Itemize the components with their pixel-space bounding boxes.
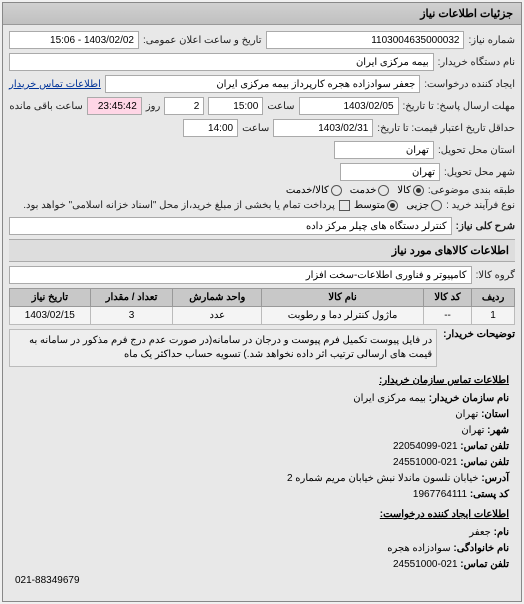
contact-city-label: شهر: bbox=[487, 425, 509, 436]
cell-date: 1403/02/15 bbox=[10, 307, 91, 325]
contact-block: اطلاعات تماس سازمان خریدار: نام سازمان خ… bbox=[9, 367, 515, 595]
contact-addr-label: آدرس: bbox=[481, 473, 509, 484]
group-field: کامپیوتر و فناوری اطلاعات-سخت افزار bbox=[9, 266, 472, 284]
contact-tel3: 021-88349679 bbox=[15, 573, 509, 589]
req-no-field: 1103004635000032 bbox=[266, 31, 465, 49]
contact-hdr2: اطلاعات ایجاد کننده درخواست: bbox=[15, 507, 509, 523]
contact-city: تهران bbox=[461, 425, 484, 436]
contact-province-label: استان: bbox=[481, 409, 509, 420]
validity-time: 14:00 bbox=[183, 119, 238, 137]
subject-cat-label: طبقه بندی موضوعی: bbox=[428, 185, 515, 196]
contact-fax: 021-24551000 bbox=[393, 457, 458, 468]
subject-label: شرح کلی نیاز: bbox=[456, 221, 515, 232]
countdown-time: 23:45:42 bbox=[87, 97, 142, 115]
announce-label: تاریخ و ساعت اعلان عمومی: bbox=[143, 35, 262, 46]
province-field: تهران bbox=[334, 141, 434, 159]
contact-lname: سوادزاده هجره bbox=[387, 543, 450, 554]
time-label-1: ساعت bbox=[267, 101, 294, 112]
city-field: تهران bbox=[340, 163, 440, 181]
contact-lname-label: نام خانوادگی: bbox=[453, 543, 509, 554]
treasury-note: پرداخت تمام یا بخشی از مبلغ خرید،از محل … bbox=[23, 200, 335, 211]
contact-name-label: نام: bbox=[494, 527, 509, 538]
col-name: نام کالا bbox=[262, 289, 424, 307]
radio-both[interactable]: کالا/خدمت bbox=[286, 185, 342, 196]
items-table: ردیف کد کالا نام کالا واحد شمارش تعداد /… bbox=[9, 288, 515, 325]
details-panel: جزئیات اطلاعات نیاز شماره نیاز: 11030046… bbox=[2, 2, 522, 602]
col-idx: ردیف bbox=[472, 289, 515, 307]
desc-label: توضیحات خریدار: bbox=[443, 329, 515, 340]
desc-text: در فایل پیوست تکمیل فرم پیوست و درجان در… bbox=[9, 329, 437, 367]
col-code: کد کالا bbox=[423, 289, 471, 307]
panel-title: جزئیات اطلاعات نیاز bbox=[3, 3, 521, 25]
contact-tel: 021-22054099 bbox=[393, 441, 458, 452]
deadline-send-label: مهلت ارسال پاسخ: تا تاریخ: bbox=[403, 101, 515, 112]
creator-label: ایجاد کننده درخواست: bbox=[424, 79, 515, 90]
deadline-send-date: 1403/02/05 bbox=[299, 97, 399, 115]
items-section-title: اطلاعات کالاهای مورد نیاز bbox=[9, 239, 515, 262]
radio-medium[interactable]: متوسط bbox=[354, 200, 398, 211]
announce-field: 1403/02/02 - 15:06 bbox=[9, 31, 139, 49]
creator-field: جعفر سوادزاده هجره کارپرداز بیمه مرکزی ا… bbox=[105, 75, 420, 93]
subject-cat-radios: کالا خدمت کالا/خدمت bbox=[286, 185, 424, 196]
time-label-2: ساعت bbox=[242, 123, 269, 134]
contact-name: جعفر bbox=[469, 527, 491, 538]
contact-post-label: کد پستی: bbox=[470, 489, 509, 500]
req-no-label: شماره نیاز: bbox=[468, 35, 515, 46]
treasury-checkbox[interactable] bbox=[339, 200, 350, 211]
cell-name: ماژول کنترلر دما و رطوبت bbox=[262, 307, 424, 325]
radio-service[interactable]: خدمت bbox=[350, 185, 390, 196]
validity-label: حداقل تاریخ اعتبار قیمت: تا تاریخ: bbox=[377, 123, 515, 134]
contact-org-label: نام سازمان خریدار: bbox=[429, 393, 509, 404]
radio-small[interactable]: جزیی bbox=[406, 200, 442, 211]
contact-fax-label: تلفن نماس: bbox=[460, 457, 509, 468]
city-label: شهر محل تحویل: bbox=[444, 167, 515, 178]
contact-link[interactable]: اطلاعات تماس خریدار bbox=[9, 79, 101, 90]
cell-qty: 3 bbox=[90, 307, 173, 325]
cell-unit: عدد bbox=[173, 307, 262, 325]
contact-org: بیمه مرکزی ایران bbox=[353, 393, 426, 404]
col-qty: تعداد / مقدار bbox=[90, 289, 173, 307]
purchase-type-radios: جزیی متوسط bbox=[354, 200, 442, 211]
deadline-send-time: 15:00 bbox=[208, 97, 263, 115]
buyer-org-field: بیمه مرکزی ایران bbox=[9, 53, 434, 71]
contact-tel-label: تلفن تماس: bbox=[460, 441, 509, 452]
countdown-unit: روز bbox=[146, 101, 161, 112]
contact-tel2-label: تلفن تماس: bbox=[460, 559, 509, 570]
cell-code: -- bbox=[423, 307, 471, 325]
purchase-type-label: نوع فرآیند خرید : bbox=[446, 200, 515, 211]
table-row: 1 -- ماژول کنترلر دما و رطوبت عدد 3 1403… bbox=[10, 307, 515, 325]
table-header-row: ردیف کد کالا نام کالا واحد شمارش تعداد /… bbox=[10, 289, 515, 307]
contact-hdr1: اطلاعات تماس سازمان خریدار: bbox=[15, 373, 509, 389]
radio-goods[interactable]: کالا bbox=[397, 185, 424, 196]
buyer-org-label: نام دستگاه خریدار: bbox=[438, 57, 515, 68]
contact-tel2: 021-24551000 bbox=[393, 559, 458, 570]
validity-date: 1403/02/31 bbox=[273, 119, 373, 137]
group-label: گروه کالا: bbox=[476, 270, 515, 281]
province-label: استان محل تحویل: bbox=[438, 145, 515, 156]
contact-addr: خیابان نلسون ماندلا نبش خیابان مریم شمار… bbox=[287, 473, 479, 484]
contact-province: تهران bbox=[455, 409, 478, 420]
col-date: تاریخ نیاز bbox=[10, 289, 91, 307]
contact-post: 1967764111 bbox=[413, 489, 467, 500]
subject-field: کنترلر دستگاه های چیلر مرکز داده bbox=[9, 217, 452, 235]
countdown-qty: 2 bbox=[164, 97, 204, 115]
countdown-remain: ساعت باقی مانده bbox=[9, 101, 82, 112]
cell-idx: 1 bbox=[472, 307, 515, 325]
col-unit: واحد شمارش bbox=[173, 289, 262, 307]
